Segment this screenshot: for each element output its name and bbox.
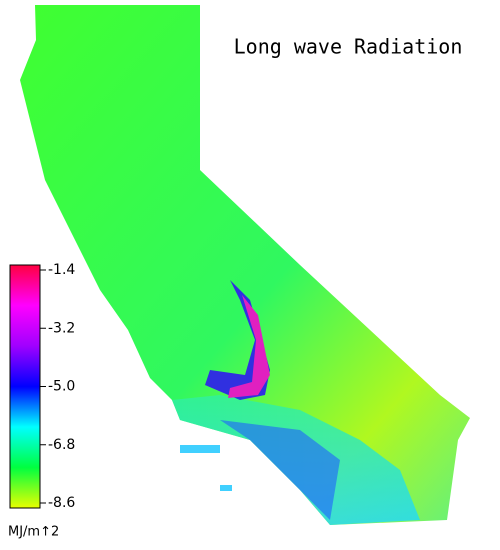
- tick-label: -1.4: [48, 262, 75, 278]
- tick-label: -3.2: [48, 320, 75, 336]
- state-region: [20, 5, 470, 525]
- california-map: [20, 5, 470, 525]
- coastal-range: [220, 420, 340, 520]
- tick-label: -6.8: [48, 437, 75, 453]
- tick-label: -8.6: [48, 495, 75, 511]
- islands: [220, 485, 232, 491]
- tick-label: -5.0: [48, 379, 75, 395]
- islands: [180, 445, 220, 453]
- colorbar: -1.4 -3.2 -5.0 -6.8 -8.6: [9, 262, 75, 511]
- mountain-high: [228, 295, 270, 398]
- colorbar-scale: [9, 264, 41, 509]
- map-title: Long wave Radiation: [234, 35, 463, 59]
- colorbar-unit: MJ/m↑2: [8, 525, 59, 540]
